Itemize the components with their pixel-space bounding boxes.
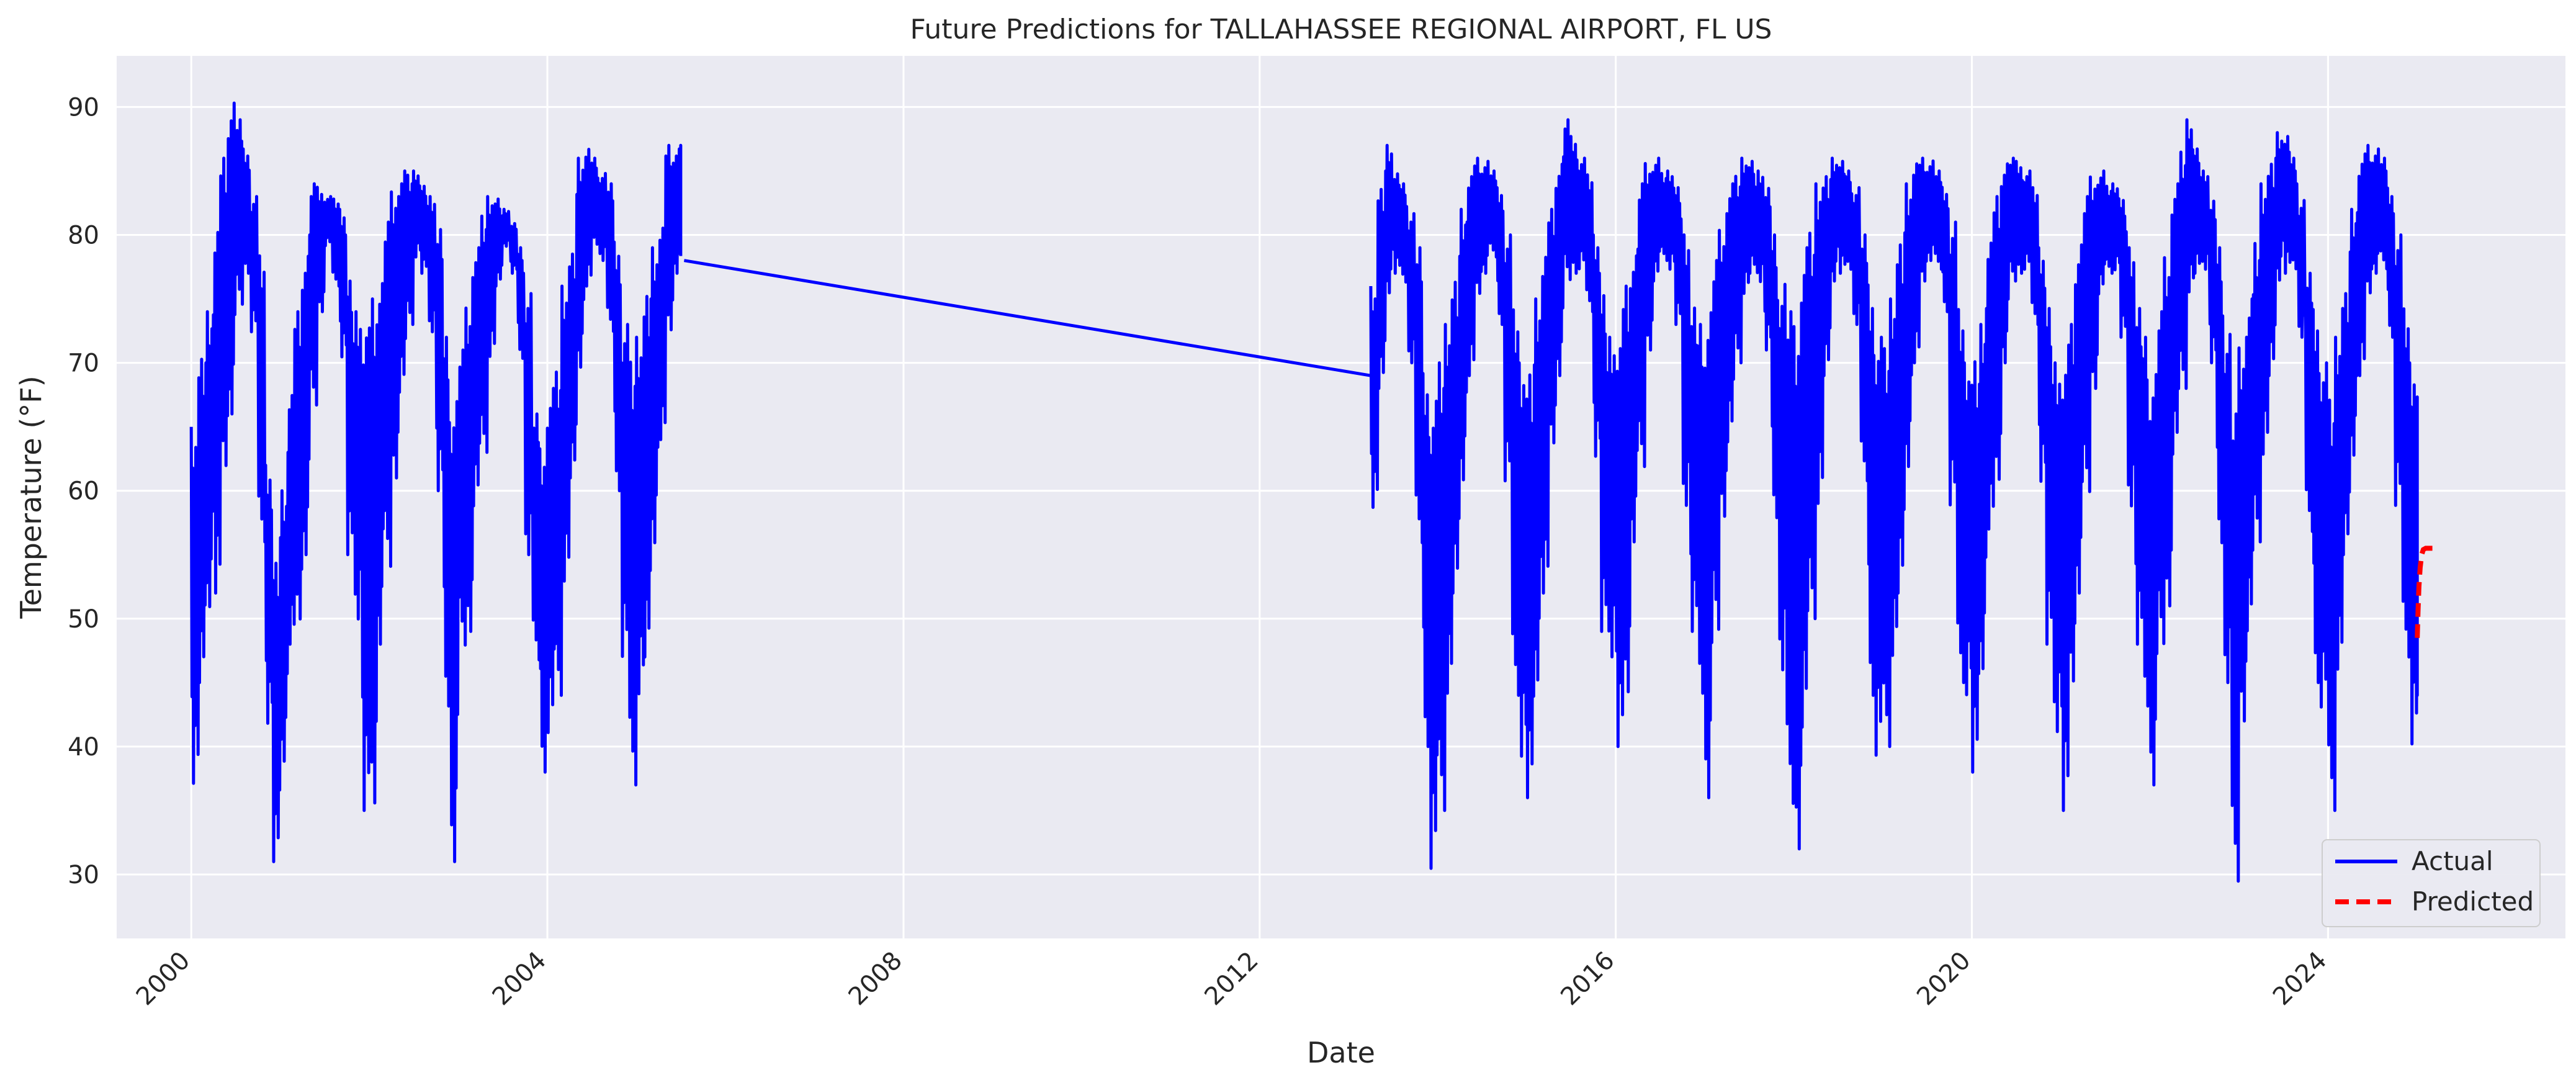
y-tick-labels: 30 40 50 60 70 80 90 [68,93,99,889]
y-tick-label: 40 [68,733,99,762]
legend: Actual Predicted [2322,839,2541,927]
series-actual-line [683,259,1371,377]
legend-label-predicted: Predicted [2412,886,2534,917]
x-axis-label: Date [1307,1036,1375,1069]
series-layer [189,101,2434,883]
y-tick-label: 50 [68,605,99,634]
series-actual-line [189,101,683,863]
y-tick-label: 70 [68,349,99,378]
y-tick-label: 90 [68,93,99,122]
legend-label-actual: Actual [2412,846,2493,876]
y-tick-label: 30 [68,861,99,889]
series-actual-line [1369,118,2419,883]
y-tick-label: 60 [68,477,99,506]
series-predicted-line [2415,546,2434,638]
y-axis-label: Temperature (°F) [14,375,48,619]
y-tick-label: 80 [68,222,99,250]
chart-title: Future Predictions for TALLAHASSEE REGIO… [910,14,1772,45]
